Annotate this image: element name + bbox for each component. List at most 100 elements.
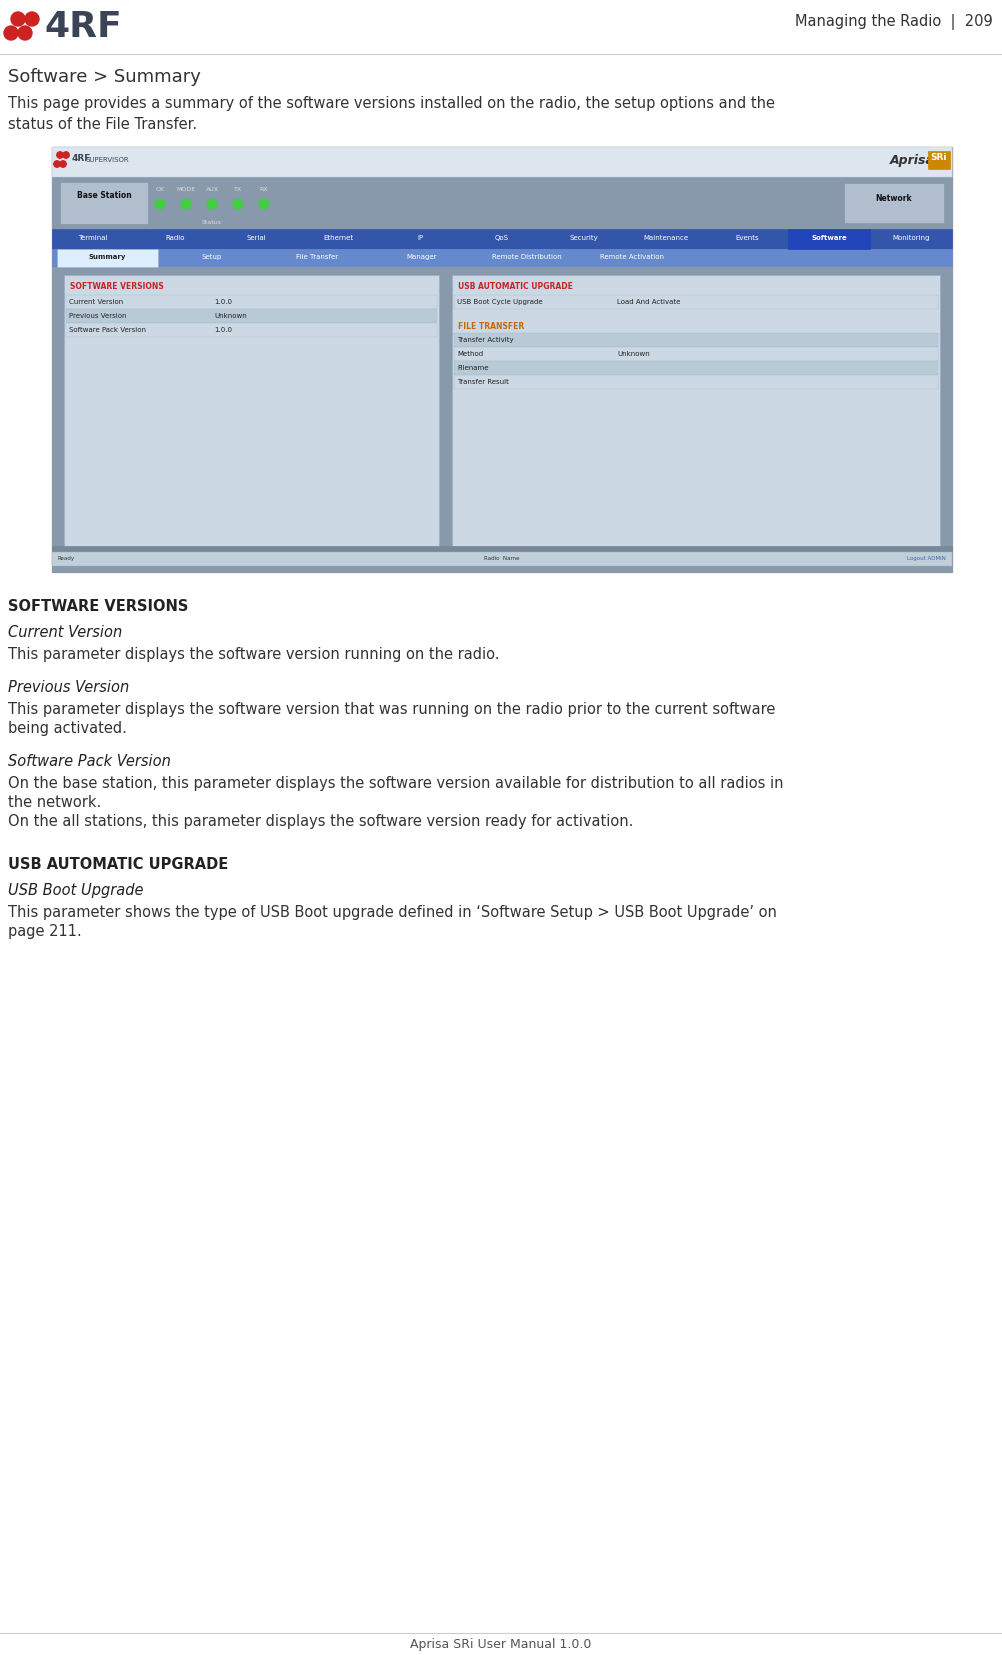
Bar <box>454 296 937 309</box>
Text: Terminal: Terminal <box>78 235 107 242</box>
Circle shape <box>259 200 269 210</box>
Text: On the all stations, this parameter displays the software version ready for acti: On the all stations, this parameter disp… <box>8 814 632 829</box>
Text: This parameter displays the software version that was running on the radio prior: This parameter displays the software ver… <box>8 702 775 717</box>
Text: This page provides a summary of the software versions installed on the radio, th: This page provides a summary of the soft… <box>8 96 775 111</box>
Text: File Transfer: File Transfer <box>296 253 338 260</box>
Bar <box>788 230 870 250</box>
Bar <box>52 553 951 566</box>
Text: Previous Version: Previous Version <box>8 680 129 695</box>
Text: Security: Security <box>569 235 597 242</box>
Circle shape <box>11 13 25 26</box>
Circle shape <box>180 200 190 210</box>
Bar <box>927 152 949 170</box>
Bar <box>66 324 437 338</box>
Text: USB Boot Upgrade: USB Boot Upgrade <box>8 882 143 897</box>
Text: USB Boot Cycle Upgrade: USB Boot Cycle Upgrade <box>457 300 542 305</box>
Text: Unknown: Unknown <box>213 313 246 319</box>
Text: Summary: Summary <box>88 253 125 260</box>
Text: Base Station: Base Station <box>76 190 131 200</box>
Bar <box>52 250 951 268</box>
Bar <box>60 184 148 225</box>
Text: USB AUTOMATIC UPGRADE: USB AUTOMATIC UPGRADE <box>458 281 572 291</box>
Text: SUPERVISOR: SUPERVISOR <box>86 157 129 162</box>
Text: Status: Status <box>201 220 221 225</box>
Text: SRi: SRi <box>930 152 946 162</box>
Bar <box>843 184 943 223</box>
Text: Aprisa: Aprisa <box>889 154 934 167</box>
Text: Remote Activation: Remote Activation <box>599 253 663 260</box>
Bar <box>454 334 937 348</box>
Text: Method: Method <box>457 351 483 357</box>
Text: This parameter displays the software version running on the radio.: This parameter displays the software ver… <box>8 647 499 662</box>
Circle shape <box>206 200 216 210</box>
Circle shape <box>4 26 18 41</box>
Circle shape <box>25 13 39 26</box>
Text: the network.: the network. <box>8 794 101 809</box>
Circle shape <box>63 152 69 159</box>
Text: On the base station, this parameter displays the software version available for : On the base station, this parameter disp… <box>8 776 783 791</box>
Text: Logout ADMIN: Logout ADMIN <box>906 556 945 561</box>
Text: Managing the Radio  |  209: Managing the Radio | 209 <box>795 13 992 30</box>
Text: Previous Version: Previous Version <box>69 313 126 319</box>
Text: FILE TRANSFER: FILE TRANSFER <box>458 321 524 331</box>
Text: Load And Activate: Load And Activate <box>616 300 679 305</box>
Text: IP: IP <box>417 235 423 242</box>
Text: Ethernet: Ethernet <box>323 235 353 242</box>
Text: Current Version: Current Version <box>69 300 123 305</box>
Text: USB AUTOMATIC UPGRADE: USB AUTOMATIC UPGRADE <box>8 857 228 872</box>
Text: Network: Network <box>875 194 912 204</box>
Text: Software Pack Version: Software Pack Version <box>69 326 146 333</box>
Text: Aprisa SRi User Manual 1.0.0: Aprisa SRi User Manual 1.0.0 <box>410 1637 591 1650</box>
Bar <box>64 276 439 551</box>
Circle shape <box>155 200 165 210</box>
Bar <box>52 546 951 553</box>
Text: Events: Events <box>734 235 759 242</box>
Text: Radio  Name: Radio Name <box>484 556 519 561</box>
Text: TX: TX <box>233 187 241 192</box>
Text: Transfer Result: Transfer Result <box>457 379 508 384</box>
Text: Software Pack Version: Software Pack Version <box>8 753 170 768</box>
Text: RX: RX <box>260 187 268 192</box>
Text: Setup: Setup <box>201 253 221 260</box>
Text: Maintenance: Maintenance <box>642 235 687 242</box>
Text: Unknown: Unknown <box>616 351 649 357</box>
Text: MODE: MODE <box>176 187 195 192</box>
Text: QoS: QoS <box>495 235 508 242</box>
Text: This parameter shows the type of USB Boot upgrade defined in ‘Software Setup > U: This parameter shows the type of USB Boo… <box>8 904 777 920</box>
Bar <box>454 362 937 376</box>
Text: page 211.: page 211. <box>8 923 82 938</box>
Bar <box>66 309 437 324</box>
Text: Software: Software <box>811 235 847 242</box>
Circle shape <box>18 26 32 41</box>
Bar <box>452 276 939 551</box>
Bar <box>52 147 951 573</box>
Text: Radio: Radio <box>164 235 184 242</box>
Bar <box>57 250 158 268</box>
Text: Current Version: Current Version <box>8 624 122 639</box>
Text: Filename: Filename <box>457 364 488 371</box>
Text: being activated.: being activated. <box>8 720 126 735</box>
Circle shape <box>57 152 63 159</box>
Text: SOFTWARE VERSIONS: SOFTWARE VERSIONS <box>8 599 188 614</box>
Circle shape <box>232 200 242 210</box>
Bar <box>454 376 937 391</box>
Bar <box>52 268 951 573</box>
Text: Ready: Ready <box>58 556 75 561</box>
Text: Manager: Manager <box>407 253 437 260</box>
Text: Transfer Activity: Transfer Activity <box>457 338 513 343</box>
Text: status of the File Transfer.: status of the File Transfer. <box>8 118 197 132</box>
Bar <box>52 230 951 250</box>
Circle shape <box>60 162 66 169</box>
Circle shape <box>54 162 60 169</box>
Text: Software > Summary: Software > Summary <box>8 68 200 86</box>
Text: SOFTWARE VERSIONS: SOFTWARE VERSIONS <box>70 281 163 291</box>
Text: AUX: AUX <box>205 187 218 192</box>
Text: 1.0.0: 1.0.0 <box>213 326 231 333</box>
Bar <box>66 296 437 309</box>
Bar <box>52 147 951 177</box>
Text: OK: OK <box>155 187 164 192</box>
Text: Serial: Serial <box>246 235 267 242</box>
Text: 4RF: 4RF <box>44 10 121 45</box>
Bar <box>52 177 951 230</box>
Text: 4RF: 4RF <box>72 154 91 162</box>
